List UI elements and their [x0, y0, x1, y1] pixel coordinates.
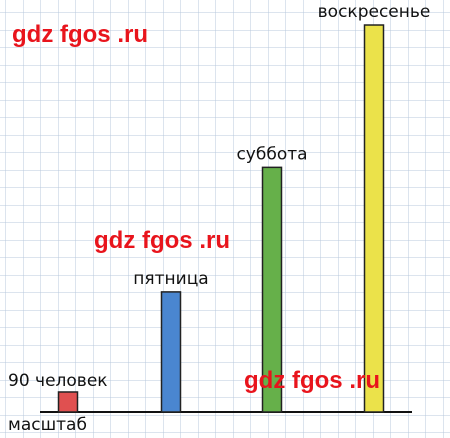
watermark: gdz fgos .ru: [94, 227, 230, 254]
watermark: gdz fgos .ru: [244, 367, 380, 394]
bar: [57, 391, 79, 413]
category-label: воскресенье: [318, 2, 431, 22]
value-label: 90 человек: [8, 371, 108, 391]
bar: [160, 291, 182, 413]
watermark: gdz fgos .ru: [12, 21, 148, 48]
category-label: суббота: [236, 144, 307, 164]
bar: [261, 166, 283, 413]
category-label: масштаб: [8, 415, 87, 435]
category-label: пятница: [133, 269, 208, 289]
bar: [363, 24, 385, 413]
